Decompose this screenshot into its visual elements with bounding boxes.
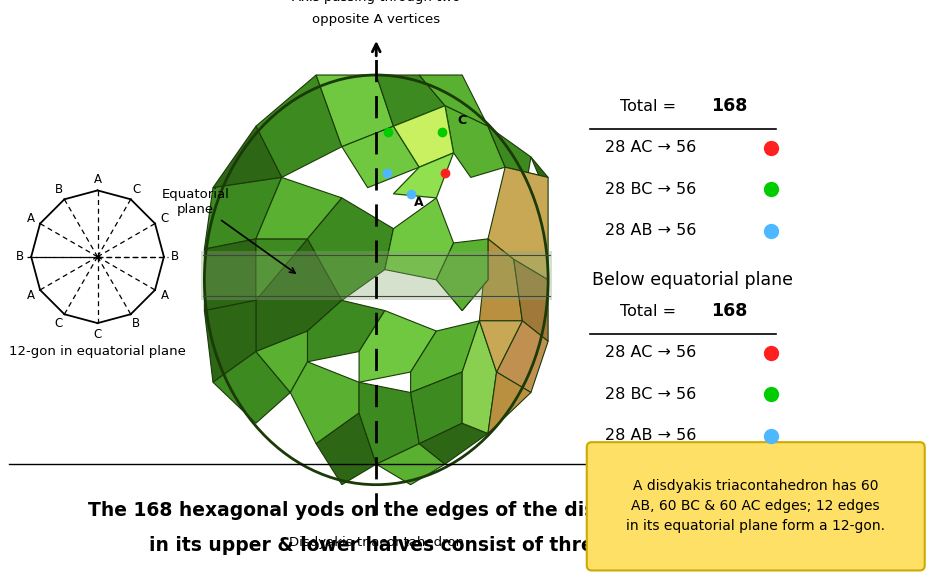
Polygon shape [316,413,376,485]
Text: A: A [161,289,168,302]
Polygon shape [461,321,496,433]
Text: 168: 168 [710,302,747,320]
Polygon shape [290,362,358,444]
Polygon shape [479,321,522,372]
Polygon shape [204,178,281,249]
Polygon shape [419,75,487,126]
Polygon shape [505,167,548,208]
Text: A: A [27,289,34,302]
Text: A: A [414,196,423,208]
Text: A disdyakis triacontahedron has 60
AB, 60 BC & 60 AC edges; 12 edges
in its equa: A disdyakis triacontahedron has 60 AB, 6… [625,479,884,533]
Polygon shape [436,239,487,310]
Text: 28 AB → 56: 28 AB → 56 [604,428,695,443]
Polygon shape [445,106,505,178]
Polygon shape [410,372,461,444]
Text: B: B [333,151,342,163]
Polygon shape [342,126,419,188]
Text: opposite A vertices: opposite A vertices [312,13,440,26]
Polygon shape [213,126,281,188]
Polygon shape [307,300,384,362]
Text: Above equatorial plane: Above equatorial plane [590,478,793,497]
Polygon shape [487,167,548,280]
Text: 28 AB → 56: 28 AB → 56 [604,223,695,238]
Text: C: C [55,317,63,330]
Text: C: C [458,114,466,126]
Polygon shape [200,251,551,300]
Text: Equatorial
plane: Equatorial plane [161,188,295,273]
Text: B: B [132,317,140,330]
Text: A: A [94,173,101,186]
Text: 28 AC → 56: 28 AC → 56 [604,345,695,360]
Polygon shape [487,126,530,208]
Text: Total =: Total = [619,99,680,114]
Polygon shape [393,153,453,198]
Text: B: B [55,183,63,196]
Polygon shape [213,351,290,423]
Polygon shape [255,75,342,178]
Text: B: B [16,250,24,263]
Text: Disdyakis triacontahedron: Disdyakis triacontahedron [289,535,463,549]
Polygon shape [255,331,307,392]
FancyBboxPatch shape [586,442,923,571]
Polygon shape [255,178,342,239]
Text: C: C [132,183,140,196]
Polygon shape [255,239,342,351]
Text: 12-gon in equatorial plane: 12-gon in equatorial plane [9,344,186,358]
Polygon shape [316,75,393,147]
Text: Below equatorial plane: Below equatorial plane [591,271,792,289]
Text: B: B [171,250,179,263]
Text: The 168 hexagonal yods on the edges of the disdyakis triacontahedron: The 168 hexagonal yods on the edges of t… [87,501,841,520]
Polygon shape [376,75,445,126]
Polygon shape [419,423,487,464]
Text: A: A [27,212,34,224]
Text: in its upper & lower halves consist of three sets of 56 yods.: in its upper & lower halves consist of t… [148,536,780,554]
Text: 28 BC → 56: 28 BC → 56 [604,387,695,402]
Polygon shape [479,239,522,321]
Polygon shape [358,382,419,464]
Polygon shape [384,198,453,280]
Polygon shape [393,106,453,167]
Polygon shape [376,444,445,485]
Text: C: C [161,212,169,224]
Text: Total =: Total = [619,304,680,319]
Polygon shape [496,321,548,392]
Text: 168: 168 [710,97,747,115]
Text: 28 BC → 56: 28 BC → 56 [604,182,695,197]
Polygon shape [204,239,255,310]
Polygon shape [204,300,255,382]
Polygon shape [410,321,479,392]
Polygon shape [530,157,548,178]
Polygon shape [255,239,307,300]
Polygon shape [358,310,436,382]
Polygon shape [436,239,487,310]
Text: C: C [94,328,101,340]
Text: 28 AC → 56: 28 AC → 56 [604,140,695,155]
Text: Axis passing through two: Axis passing through two [291,0,460,3]
Polygon shape [487,372,530,433]
Polygon shape [307,198,393,300]
Polygon shape [513,260,548,341]
